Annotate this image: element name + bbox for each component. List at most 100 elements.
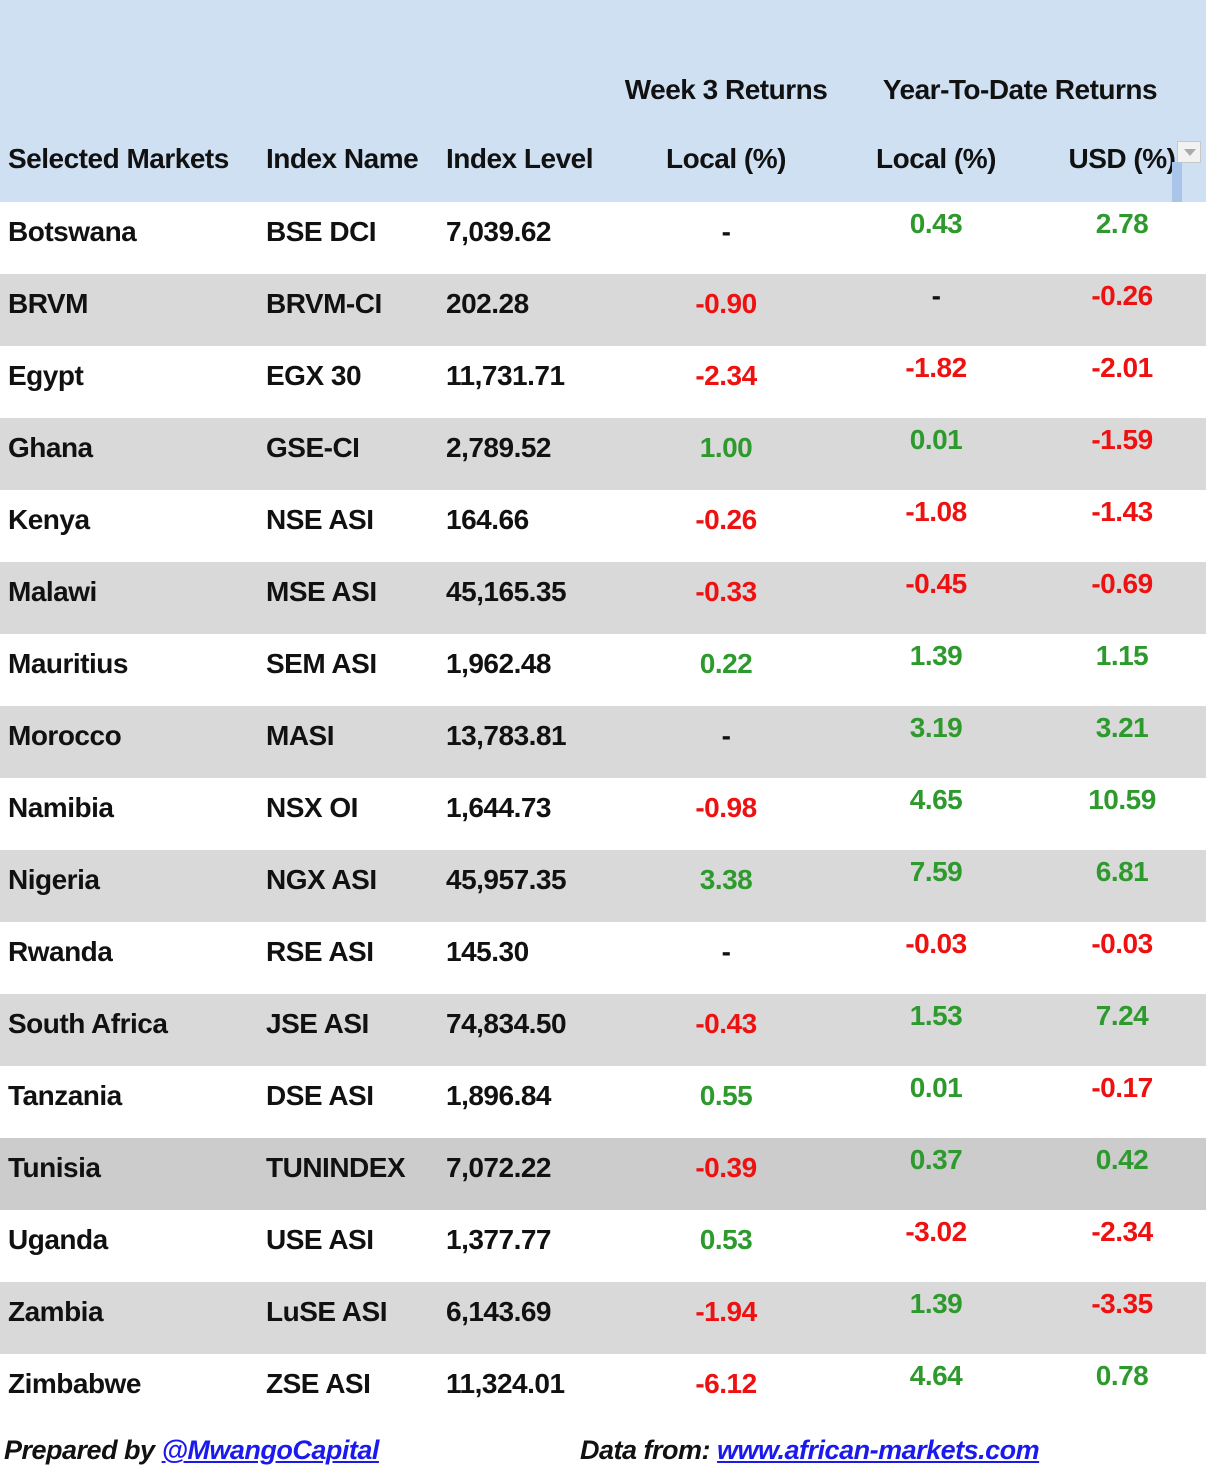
index-level-cell: 1,377.77 <box>446 1224 552 1255</box>
table-header: Week 3 Returns Year-To-Date Returns Sele… <box>0 0 1206 202</box>
ytd-local-return-cell: 1.39 <box>909 640 963 671</box>
ytd-usd-return-cell: -3.35 <box>1091 1288 1153 1319</box>
ytd-local-return-cell: 1.39 <box>909 1288 963 1319</box>
table-row: Rwanda RSE ASI 145.30 - -0.03 -0.03 <box>0 922 1206 994</box>
index-name-cell: TUNINDEX <box>266 1152 406 1183</box>
index-name-cell: MSE ASI <box>266 576 377 607</box>
column-header-index: Index Name <box>266 143 419 174</box>
week-return-cell: 1.00 <box>699 432 753 463</box>
week-return-cell: -6.12 <box>695 1368 757 1399</box>
prepared-by-label: Prepared by <box>4 1435 155 1465</box>
table-row: Zambia LuSE ASI 6,143.69 -1.94 1.39 -3.35 <box>0 1282 1206 1354</box>
ytd-usd-return-cell: 2.78 <box>1095 208 1149 239</box>
index-name-cell: BRVM-CI <box>266 288 382 319</box>
table-row: Mauritius SEM ASI 1,962.48 0.22 1.39 1.15 <box>0 634 1206 706</box>
ytd-local-return-cell: -1.08 <box>905 496 967 527</box>
index-name-cell: LuSE ASI <box>266 1296 387 1327</box>
selection-handle <box>1172 162 1182 202</box>
index-name-cell: GSE-CI <box>266 432 360 463</box>
table-row: Morocco MASI 13,783.81 - 3.19 3.21 <box>0 706 1206 778</box>
ytd-local-return-cell: 0.37 <box>909 1144 963 1175</box>
ytd-local-return-cell: 1.53 <box>909 1000 963 1031</box>
market-cell: Nigeria <box>8 864 100 895</box>
week-return-cell: -0.43 <box>695 1008 757 1039</box>
ytd-local-return-cell: 7.59 <box>909 856 963 887</box>
index-level-cell: 2,789.52 <box>446 432 552 463</box>
market-cell: Mauritius <box>8 648 128 679</box>
market-cell: Zimbabwe <box>8 1368 141 1399</box>
table-row: Zimbabwe ZSE ASI 11,324.01 -6.12 4.64 0.78 <box>0 1354 1206 1426</box>
ytd-usd-return-cell: 3.21 <box>1095 712 1149 743</box>
ytd-usd-return-cell: 6.81 <box>1095 856 1149 887</box>
index-name-cell: NSX OI <box>266 792 358 823</box>
index-name-cell: EGX 30 <box>266 360 362 391</box>
week-return-cell: 0.22 <box>699 648 753 679</box>
index-name-cell: SEM ASI <box>266 648 377 679</box>
table-row: Nigeria NGX ASI 45,957.35 3.38 7.59 6.81 <box>0 850 1206 922</box>
table-row: South Africa JSE ASI 74,834.50 -0.43 1.53 7.2… <box>0 994 1206 1066</box>
index-level-cell: 202.28 <box>446 288 529 319</box>
market-cell: Egypt <box>8 360 84 391</box>
market-cell: Morocco <box>8 720 122 751</box>
market-cell: South Africa <box>8 1008 168 1039</box>
week-return-cell: -2.34 <box>695 360 757 391</box>
index-level-cell: 7,072.22 <box>446 1152 552 1183</box>
column-header-market: Selected Markets <box>8 143 229 174</box>
index-name-cell: USE ASI <box>266 1224 374 1255</box>
index-level-cell: 1,896.84 <box>446 1080 552 1111</box>
column-header-week-local: Local (%) <box>666 143 786 174</box>
index-name-cell: BSE DCI <box>266 216 377 247</box>
market-cell: Kenya <box>8 504 90 535</box>
index-name-cell: MASI <box>266 720 335 751</box>
table-row: Malawi MSE ASI 45,165.35 -0.33 -0.45 -0.69 <box>0 562 1206 634</box>
table-row: BRVM BRVM-CI 202.28 -0.90 - -0.26 <box>0 274 1206 346</box>
index-name-cell: NGX ASI <box>266 864 377 895</box>
table-row: Uganda USE ASI 1,377.77 0.53 -3.02 -2.34 <box>0 1210 1206 1282</box>
index-name-cell: NSE ASI <box>266 504 374 535</box>
week-return-cell: - <box>721 720 731 751</box>
data-source-label: Data from: <box>580 1435 711 1465</box>
column-header-ytd-local: Local (%) <box>876 143 996 174</box>
table-row: Tunisia TUNINDEX 7,072.22 -0.39 0.37 0.42 <box>0 1138 1206 1210</box>
market-cell: Namibia <box>8 792 114 823</box>
ytd-local-return-cell: 0.43 <box>909 208 963 239</box>
table-body: Botswana BSE DCI 7,039.62-0.43 2.78 BRVM BRVM… <box>0 202 1206 1426</box>
market-cell: BRVM <box>8 288 88 319</box>
week-return-cell: -0.39 <box>695 1152 757 1183</box>
market-cell: Tanzania <box>8 1080 122 1111</box>
ytd-usd-return-cell: -1.43 <box>1091 496 1153 527</box>
ytd-local-return-cell: -3.02 <box>905 1216 967 1247</box>
group-header-week: Week 3 Returns <box>624 74 828 105</box>
ytd-local-return-cell: 4.65 <box>909 784 963 815</box>
table-row: Egypt EGX 30 11,731.71 -2.34 -1.82 -2.01 <box>0 346 1206 418</box>
ytd-local-return-cell: -0.03 <box>905 928 967 959</box>
week-return-cell: - <box>721 216 731 247</box>
prepared-by-link[interactable]: @MwangoCapital <box>161 1435 380 1465</box>
group-header-ytd: Year-To-Date Returns <box>882 74 1158 105</box>
week-return-cell: -0.33 <box>695 576 757 607</box>
data-source-credit: Data from: www.african-markets.com <box>580 1432 1040 1468</box>
ytd-usd-return-cell: -0.26 <box>1091 280 1153 311</box>
ytd-local-return-cell: -0.45 <box>905 568 967 599</box>
index-level-cell: 11,324.01 <box>446 1368 565 1399</box>
table-row: Kenya NSE ASI 164.66 -0.26 -1.08 -1.43 <box>0 490 1206 562</box>
ytd-usd-return-cell: 1.15 <box>1095 640 1149 671</box>
week-return-cell: -0.90 <box>695 288 757 319</box>
ytd-usd-return-cell: -1.59 <box>1091 424 1153 455</box>
week-return-cell: -1.94 <box>695 1296 757 1327</box>
market-cell: Tunisia <box>8 1152 101 1183</box>
table-row: Ghana GSE-CI 2,789.52 1.00 0.01 -1.59 <box>0 418 1206 490</box>
ytd-usd-return-cell: 0.42 <box>1095 1144 1149 1175</box>
index-level-cell: 45,165.35 <box>446 576 567 607</box>
data-source-link[interactable]: www.african-markets.com <box>717 1435 1040 1465</box>
market-cell: Ghana <box>8 432 93 463</box>
market-cell: Malawi <box>8 576 97 607</box>
ytd-usd-return-cell: -0.69 <box>1091 568 1153 599</box>
index-level-cell: 6,143.69 <box>446 1296 552 1327</box>
index-level-cell: 164.66 <box>446 504 529 535</box>
ytd-usd-return-cell: 7.24 <box>1095 1000 1149 1031</box>
market-cell: Rwanda <box>8 936 113 967</box>
filter-dropdown-icon[interactable] <box>1177 141 1201 163</box>
week-return-cell: 0.53 <box>699 1224 753 1255</box>
table-row: Botswana BSE DCI 7,039.62 - 0.43 2.78 <box>0 202 1206 274</box>
